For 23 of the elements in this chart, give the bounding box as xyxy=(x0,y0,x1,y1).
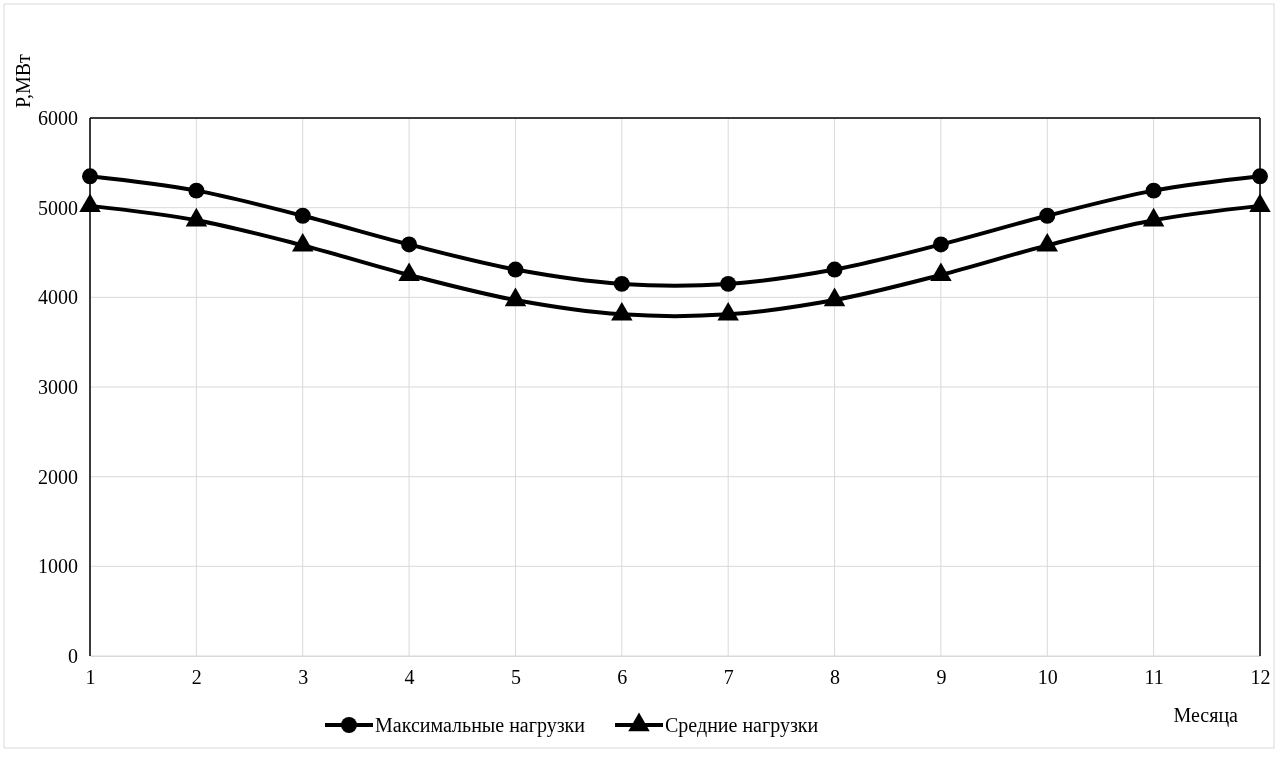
x-tick-label: 4 xyxy=(404,666,415,689)
x-tick-label: 1 xyxy=(85,666,96,689)
y-axis-title: P,МВт xyxy=(12,53,34,108)
legend-label: Средние нагрузки xyxy=(665,714,819,737)
y-tick-label: 3000 xyxy=(38,375,78,398)
x-tick-label: 10 xyxy=(1037,666,1058,689)
x-tick-label: 8 xyxy=(830,666,841,689)
x-tick-label: 12 xyxy=(1250,666,1271,689)
y-tick-label: 1000 xyxy=(38,555,78,578)
y-tick-label: 4000 xyxy=(38,286,78,309)
x-tick-label: 3 xyxy=(298,666,309,689)
y-tick-label: 0 xyxy=(68,644,78,667)
x-tick-label: 11 xyxy=(1144,666,1164,689)
x-tick-label: 6 xyxy=(617,666,628,689)
legend-label: Максимальные нагрузки xyxy=(375,714,586,737)
x-axis-title: Месяца xyxy=(1173,704,1239,727)
x-tick-label: 7 xyxy=(723,666,734,689)
x-tick-label: 9 xyxy=(936,666,947,689)
x-tick-label: 2 xyxy=(191,666,202,689)
y-tick-label: 5000 xyxy=(38,196,78,219)
y-tick-label: 6000 xyxy=(38,106,78,129)
x-tick-label: 5 xyxy=(510,666,521,689)
y-tick-label: 2000 xyxy=(38,465,78,488)
